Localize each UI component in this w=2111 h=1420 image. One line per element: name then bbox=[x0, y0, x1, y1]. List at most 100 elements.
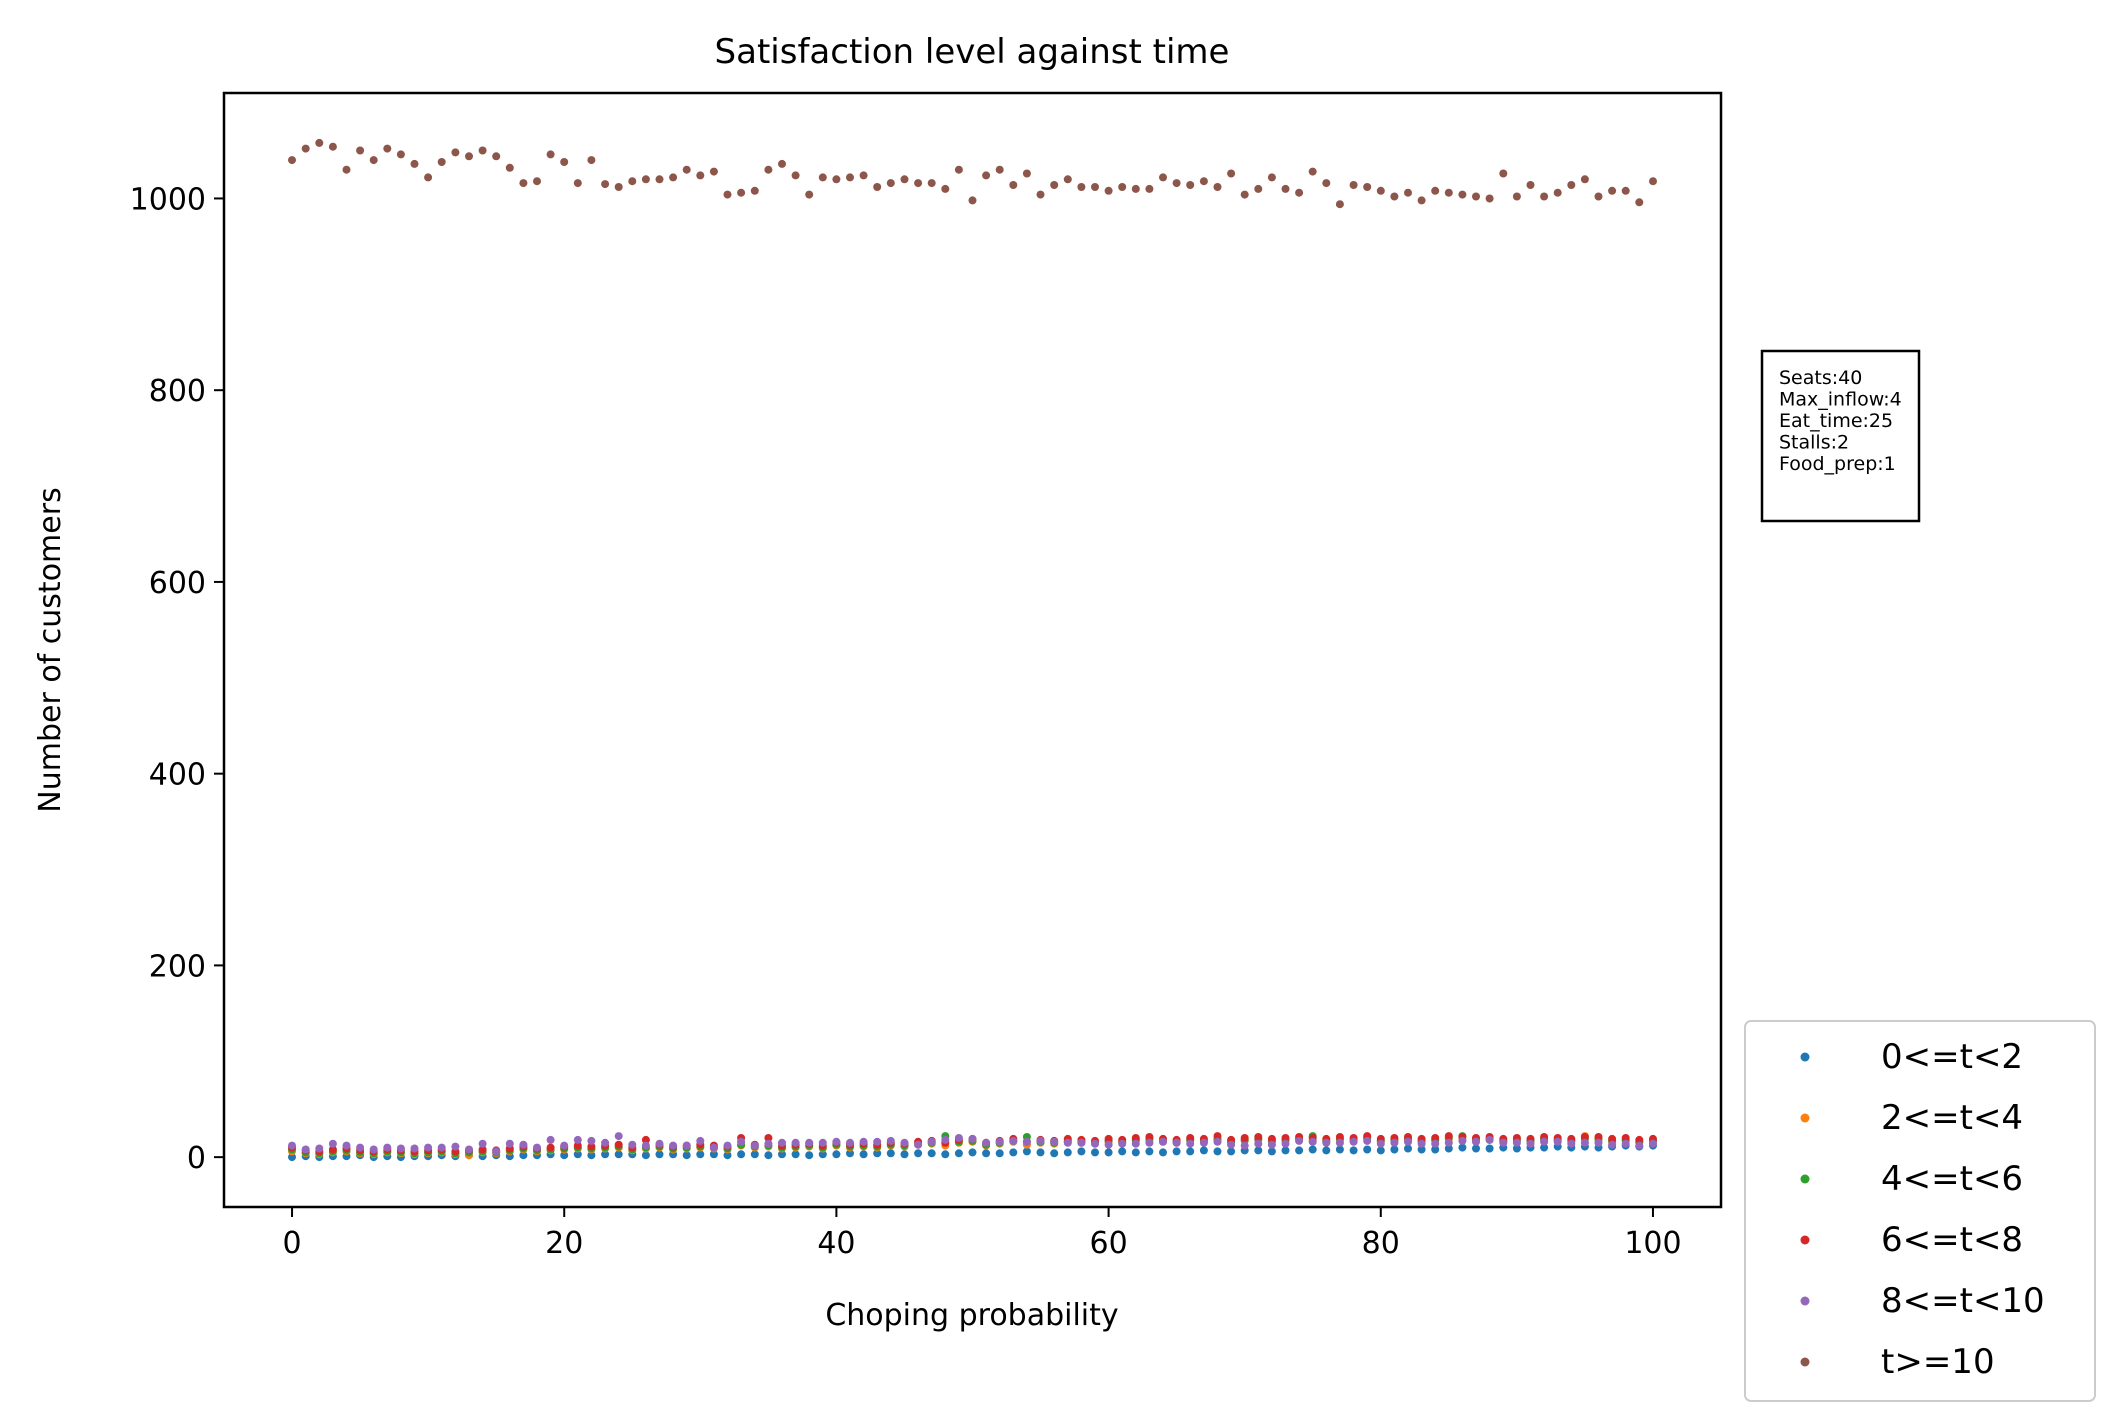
data-point bbox=[315, 1144, 324, 1153]
legend-marker bbox=[1800, 1174, 1810, 1184]
data-point bbox=[778, 1138, 786, 1147]
data-point bbox=[1594, 1138, 1603, 1147]
y-tick-label: 400 bbox=[149, 758, 206, 793]
data-point bbox=[601, 180, 610, 189]
data-point bbox=[1077, 1138, 1086, 1147]
data-point bbox=[1022, 169, 1031, 178]
legend: 0<=t<2 2<=t<4 4<=t<6 6<=t<8 8<=t<10 t>=10 bbox=[1744, 1020, 2096, 1402]
legend-label: 4<=t<6 bbox=[1881, 1159, 2023, 1199]
data-point bbox=[1444, 1132, 1453, 1141]
data-point bbox=[1172, 1138, 1181, 1147]
data-point bbox=[1458, 190, 1467, 199]
data-point bbox=[342, 1141, 351, 1150]
data-point bbox=[1540, 1143, 1549, 1152]
data-point bbox=[369, 156, 378, 165]
data-point bbox=[886, 1136, 895, 1145]
data-point bbox=[1404, 188, 1412, 197]
x-tick-label: 0 bbox=[282, 1226, 301, 1261]
data-point bbox=[1091, 1148, 1099, 1157]
data-point bbox=[1295, 188, 1304, 197]
data-point bbox=[1417, 1145, 1426, 1154]
data-point bbox=[573, 179, 582, 188]
data-point bbox=[1404, 1144, 1412, 1153]
data-point bbox=[1499, 169, 1508, 178]
data-point bbox=[1526, 1139, 1535, 1148]
data-point bbox=[1621, 1134, 1630, 1142]
data-point bbox=[492, 152, 501, 161]
data-point bbox=[1131, 1134, 1140, 1142]
data-point bbox=[1580, 1138, 1589, 1147]
data-point bbox=[1104, 186, 1113, 195]
y-tick-label: 600 bbox=[149, 566, 206, 601]
data-point bbox=[288, 1141, 296, 1150]
data-point bbox=[1186, 1134, 1195, 1142]
parameters-annotation: Seats:40Max_inflow:4Eat_time:25Stalls:2F… bbox=[1760, 349, 1921, 523]
data-point bbox=[410, 1144, 419, 1153]
data-point bbox=[1308, 167, 1317, 176]
x-axis-label: Choping probability bbox=[825, 1298, 1118, 1333]
x-tick-label: 20 bbox=[545, 1226, 583, 1261]
data-point bbox=[846, 173, 854, 182]
data-point bbox=[914, 1140, 923, 1149]
data-point bbox=[614, 1150, 623, 1159]
data-point bbox=[1022, 1137, 1031, 1146]
data-point bbox=[696, 1136, 705, 1145]
data-point bbox=[1131, 1148, 1140, 1157]
data-point bbox=[832, 1150, 841, 1159]
data-point bbox=[805, 1138, 814, 1147]
data-point bbox=[968, 1148, 977, 1157]
data-point bbox=[1540, 1137, 1549, 1146]
data-point bbox=[301, 144, 310, 153]
data-point bbox=[1145, 1133, 1154, 1141]
data-point bbox=[614, 1140, 623, 1149]
data-point bbox=[1063, 1148, 1072, 1157]
data-point bbox=[682, 165, 691, 174]
data-point bbox=[886, 179, 895, 188]
data-point bbox=[1281, 1146, 1290, 1155]
data-point bbox=[383, 144, 392, 153]
data-point bbox=[995, 1137, 1004, 1146]
data-point bbox=[1199, 1146, 1208, 1155]
data-point bbox=[859, 171, 868, 180]
data-point bbox=[546, 1135, 555, 1144]
data-point bbox=[1335, 1138, 1344, 1147]
data-point bbox=[573, 1141, 582, 1150]
data-point bbox=[587, 1136, 596, 1145]
data-point bbox=[1063, 175, 1072, 184]
y-axis-label: Number of customers bbox=[33, 487, 68, 812]
data-point bbox=[1036, 1148, 1045, 1157]
data-point bbox=[941, 1135, 950, 1144]
data-point bbox=[1131, 184, 1140, 193]
data-point bbox=[682, 1141, 691, 1150]
data-point bbox=[1009, 181, 1018, 189]
data-point bbox=[1159, 1137, 1167, 1146]
data-point bbox=[655, 175, 664, 184]
data-point bbox=[696, 171, 705, 180]
data-point bbox=[1594, 192, 1603, 201]
data-point bbox=[1580, 1133, 1589, 1141]
data-point bbox=[1485, 1144, 1494, 1153]
data-point bbox=[1050, 1149, 1059, 1158]
data-point bbox=[478, 146, 487, 155]
data-point bbox=[750, 186, 759, 195]
data-point bbox=[1308, 1137, 1317, 1146]
y-tick-label: 200 bbox=[149, 949, 206, 984]
data-point bbox=[437, 1143, 446, 1152]
data-point bbox=[451, 1142, 460, 1151]
data-point bbox=[1172, 179, 1181, 188]
data-point bbox=[601, 1150, 610, 1159]
data-point bbox=[1145, 1147, 1154, 1156]
data-point bbox=[505, 1139, 514, 1148]
data-point bbox=[1417, 196, 1426, 205]
data-point bbox=[1199, 177, 1208, 186]
data-point bbox=[846, 1138, 854, 1147]
data-point bbox=[1635, 198, 1644, 207]
data-point bbox=[573, 1135, 582, 1144]
data-point bbox=[1349, 1146, 1358, 1155]
data-point bbox=[1281, 1139, 1290, 1148]
data-point bbox=[805, 190, 814, 199]
data-point bbox=[818, 173, 827, 182]
data-point bbox=[1335, 200, 1344, 209]
legend-marker bbox=[1800, 1235, 1810, 1245]
data-point bbox=[982, 171, 991, 180]
